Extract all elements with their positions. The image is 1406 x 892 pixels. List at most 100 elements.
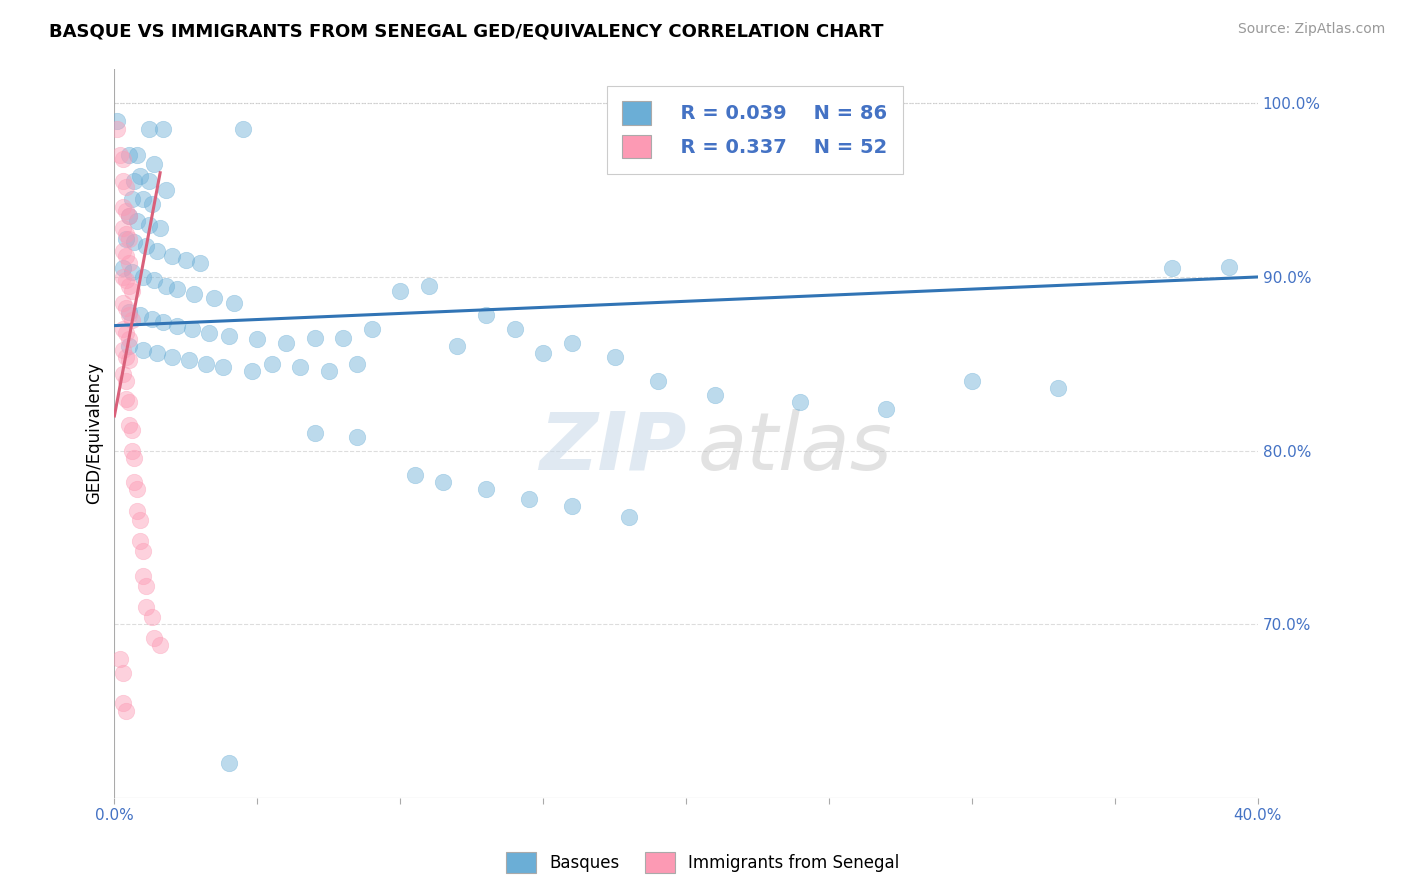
Point (332, 331, 354, 345)
Point (149, 638, 172, 652)
Point (141, 610, 163, 624)
Point (155, 278, 177, 293)
Point (232, 122, 254, 136)
Point (124, 450, 146, 465)
Point (111, 343, 134, 357)
Point (115, 301, 138, 316)
Point (135, 579, 157, 593)
Point (115, 350, 138, 364)
Point (132, 269, 155, 284)
Point (132, 544, 155, 558)
Point (118, 417, 141, 432)
Point (1303, 256, 1326, 270)
Point (105, 122, 128, 136)
Point (111, 696, 134, 710)
Point (143, 157, 166, 171)
Point (1046, 381, 1069, 395)
Point (111, 174, 134, 188)
Point (118, 304, 141, 318)
Point (166, 318, 188, 333)
Point (118, 256, 141, 270)
Point (129, 169, 152, 184)
Point (197, 326, 219, 340)
Legend:   R = 0.039    N = 86,   R = 0.337    N = 52: R = 0.039 N = 86, R = 0.337 N = 52 (607, 86, 903, 174)
Point (111, 152, 134, 166)
Point (703, 388, 725, 402)
Point (152, 122, 174, 136)
Point (127, 504, 149, 518)
Point (503, 322, 526, 336)
Point (274, 335, 297, 350)
Point (111, 665, 134, 680)
Point (143, 632, 166, 646)
Point (118, 148, 141, 162)
Point (108, 148, 131, 162)
Point (111, 322, 134, 336)
Point (960, 374, 983, 388)
Point (127, 148, 149, 162)
Point (121, 443, 143, 458)
Point (129, 308, 152, 322)
Point (118, 333, 141, 347)
Point (115, 232, 138, 246)
Text: Source: ZipAtlas.com: Source: ZipAtlas.com (1237, 22, 1385, 37)
Point (389, 284, 412, 298)
Point (166, 282, 188, 296)
Point (531, 346, 554, 360)
Point (183, 287, 205, 301)
Point (129, 533, 152, 548)
Point (115, 203, 138, 218)
Point (475, 308, 498, 322)
Point (138, 122, 160, 136)
Point (121, 192, 143, 206)
Point (143, 273, 166, 287)
Point (160, 350, 183, 364)
Text: ZIP: ZIP (538, 409, 686, 487)
Point (617, 509, 640, 524)
Point (218, 756, 240, 771)
Point (875, 401, 897, 416)
Point (118, 209, 141, 223)
Point (129, 513, 152, 527)
Point (132, 568, 155, 582)
Point (135, 238, 157, 252)
Point (121, 265, 143, 279)
Point (132, 192, 155, 206)
Legend: Basques, Immigrants from Senegal: Basques, Immigrants from Senegal (499, 846, 907, 880)
Point (146, 244, 169, 258)
Point (115, 326, 138, 340)
Point (118, 278, 141, 293)
Point (224, 296, 246, 310)
Point (111, 269, 134, 284)
Point (121, 284, 143, 298)
Point (304, 426, 326, 441)
Point (404, 467, 426, 482)
Point (517, 492, 540, 507)
Point (789, 395, 811, 409)
Point (118, 232, 141, 246)
Point (115, 179, 138, 194)
Point (118, 395, 141, 409)
Point (446, 339, 468, 353)
Point (135, 599, 157, 614)
Point (149, 221, 172, 235)
Point (132, 343, 155, 357)
Point (127, 214, 149, 228)
Point (118, 353, 141, 368)
Point (115, 273, 138, 287)
Point (432, 475, 454, 489)
Point (115, 392, 138, 406)
Point (346, 357, 368, 371)
Point (124, 235, 146, 250)
Point (290, 360, 312, 375)
Point (115, 704, 138, 718)
Point (121, 423, 143, 437)
Point (152, 315, 174, 329)
Point (127, 482, 149, 496)
Point (155, 183, 177, 197)
Point (418, 278, 440, 293)
Point (647, 374, 669, 388)
Point (318, 364, 340, 378)
Point (121, 313, 143, 327)
Point (561, 335, 583, 350)
